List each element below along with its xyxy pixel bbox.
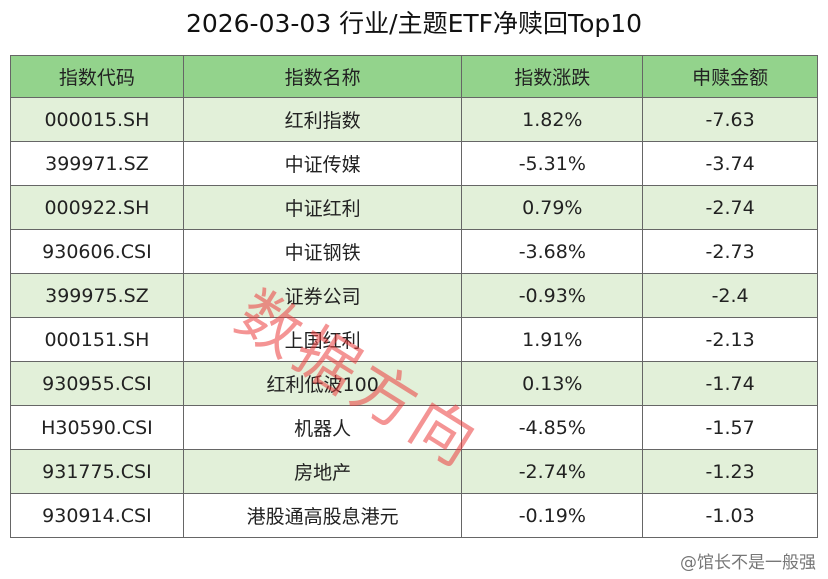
table-row: 931775.CSI 房地产 -2.74% -1.23: [10, 449, 818, 494]
table-cell: 399975.SZ: [10, 273, 184, 318]
table-cell: 房地产: [182, 449, 463, 494]
table-cell: -0.93%: [461, 273, 644, 318]
column-header: 指数涨跌: [461, 55, 644, 98]
table-cell: 中证钢铁: [182, 229, 463, 274]
table-row: H30590.CSI 机器人 -4.85% -1.57: [10, 405, 818, 450]
table-cell: -0.19%: [461, 493, 644, 538]
table-cell: 红利低波100: [182, 361, 463, 406]
table-row: 000151.SH 上国红利 1.91% -2.13: [10, 317, 818, 362]
table-cell: -5.31%: [461, 141, 644, 186]
table-cell: -2.73: [642, 229, 818, 274]
table-cell: 399971.SZ: [10, 141, 184, 186]
table-cell: -1.23: [642, 449, 818, 494]
table-row: 399975.SZ 证券公司 -0.93% -2.4: [10, 273, 818, 318]
table-row: 930955.CSI 红利低波100 0.13% -1.74: [10, 361, 818, 406]
column-header: 指数名称: [182, 55, 463, 98]
table-cell: -4.85%: [461, 405, 644, 450]
credit: @馆长不是一般强: [680, 553, 816, 573]
table-cell: 港股通高股息港元: [182, 493, 463, 538]
table-row: 000922.SH 中证红利 0.79% -2.74: [10, 185, 818, 230]
title: 2026-03-03 行业/主题ETF净赎回Top10: [185, 9, 643, 38]
table-cell: 中证红利: [182, 185, 463, 230]
table-cell: 000922.SH: [10, 185, 184, 230]
table-cell: 000015.SH: [10, 97, 184, 142]
table-cell: -2.74%: [461, 449, 644, 494]
table-row: 930606.CSI 中证钢铁 -3.68% -2.73: [10, 229, 818, 274]
table-cell: 1.82%: [461, 97, 644, 142]
table-body: 000015.SH 红利指数 1.82% -7.63 399971.SZ 中证传媒 -5.3…: [10, 97, 818, 538]
table-cell: -7.63: [642, 97, 818, 142]
table-cell: 000151.SH: [10, 317, 184, 362]
table: 指数代码 指数名称 指数涨跌 申赎金额 000015.SH 红利指数 1.82% -7.63…: [10, 55, 818, 538]
table-row: 930914.CSI 港股通高股息港元 -0.19% -1.03: [10, 493, 818, 538]
table-cell: 931775.CSI: [10, 449, 184, 494]
table-cell: 中证传媒: [182, 141, 463, 186]
table-cell: 1.91%: [461, 317, 644, 362]
table-cell: 机器人: [182, 405, 463, 450]
table-cell: -3.68%: [461, 229, 644, 274]
table-cell: -2.13: [642, 317, 818, 362]
table-cell: -1.03: [642, 493, 818, 538]
table-cell: 0.79%: [461, 185, 644, 230]
table-cell: 0.13%: [461, 361, 644, 406]
table-cell: -2.74: [642, 185, 818, 230]
column-header: 指数代码: [10, 55, 184, 98]
header-row: 指数代码 指数名称 指数涨跌 申赎金额: [10, 55, 818, 98]
table-cell: -1.57: [642, 405, 818, 450]
table-cell: 930606.CSI: [10, 229, 184, 274]
table-row: 000015.SH 红利指数 1.82% -7.63: [10, 97, 818, 142]
table-cell: -2.4: [642, 273, 818, 318]
table-cell: H30590.CSI: [10, 405, 184, 450]
table-cell: 上国红利: [182, 317, 463, 362]
table-cell: 证券公司: [182, 273, 463, 318]
table-cell: 930955.CSI: [10, 361, 184, 406]
table-cell: 红利指数: [182, 97, 463, 142]
table-row: 399971.SZ 中证传媒 -5.31% -3.74: [10, 141, 818, 186]
table-cell: -1.74: [642, 361, 818, 406]
table-cell: -3.74: [642, 141, 818, 186]
table-cell: 930914.CSI: [10, 493, 184, 538]
column-header: 申赎金额: [642, 55, 818, 98]
